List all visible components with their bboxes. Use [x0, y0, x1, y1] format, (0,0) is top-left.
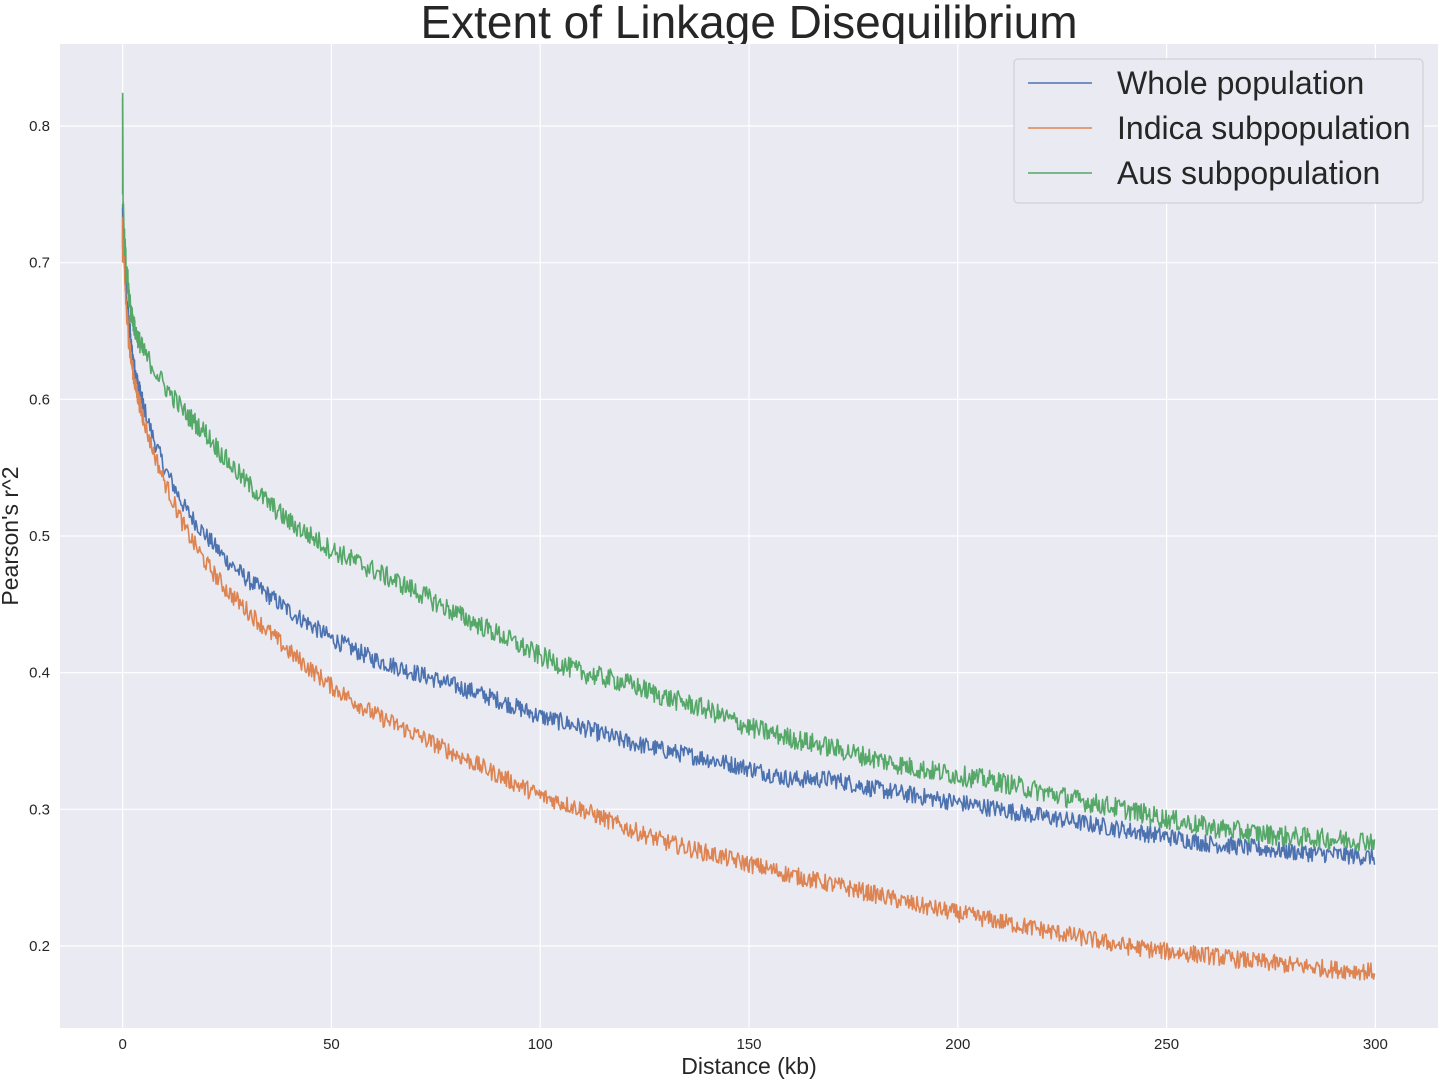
series-line	[121, 216, 1376, 981]
series-line	[121, 203, 1376, 866]
y-axis-label: Pearson's r^2	[0, 466, 23, 605]
x-tick-label: 150	[736, 1036, 761, 1053]
legend-entry: Whole population	[1117, 65, 1364, 101]
y-tick-label: 0.2	[29, 938, 50, 955]
tick-labels: 0 50 100 150 200 250 300 0.2 0.3 0.4 0.5 0.6 0.7 0.8	[29, 118, 1388, 1053]
grid-lines	[60, 44, 1438, 1028]
x-tick-label: 100	[528, 1036, 553, 1053]
legend-entry: Indica subpopulation	[1117, 110, 1411, 146]
series-line	[121, 92, 1376, 852]
y-tick-label: 0.3	[29, 801, 50, 818]
x-tick-label: 50	[323, 1036, 340, 1053]
x-tick-label: 250	[1154, 1036, 1179, 1053]
y-tick-label: 0.8	[29, 118, 50, 135]
legend: Whole population Indica subpopulation Aus …	[1013, 58, 1424, 204]
x-tick-label: 200	[945, 1036, 970, 1053]
x-axis-label: Distance (kb)	[681, 1053, 816, 1079]
series-aus-subpopulation	[121, 92, 1376, 852]
y-tick-label: 0.4	[29, 665, 50, 682]
y-tick-label: 0.6	[29, 391, 50, 408]
series-layer	[121, 92, 1376, 981]
legend-box	[1013, 58, 1424, 204]
x-tick-label: 0	[118, 1036, 126, 1053]
legend-entry: Aus subpopulation	[1117, 155, 1380, 191]
x-tick-label: 300	[1363, 1036, 1388, 1053]
y-tick-label: 0.7	[29, 255, 50, 272]
series-indica-subpopulation	[121, 216, 1376, 981]
y-tick-label: 0.5	[29, 528, 50, 545]
chart-title: Extent of Linkage Disequilibrium	[420, 0, 1077, 48]
